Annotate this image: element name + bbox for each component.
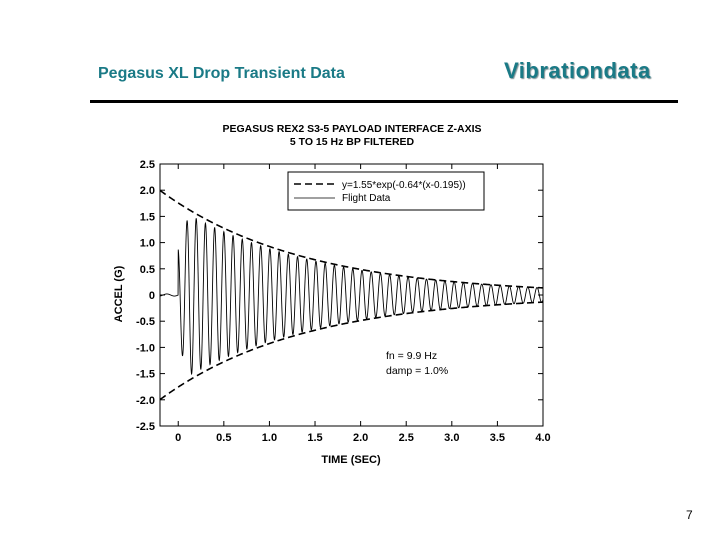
y-tick-label: -2.5: [136, 421, 155, 433]
y-tick-label: 2.5: [140, 159, 155, 171]
legend: y=1.55*exp(-0.64*(x-0.195)) Flight Data: [287, 171, 485, 211]
slide-title: Pegasus XL Drop Transient Data: [98, 65, 345, 82]
x-tick-label: 2.0: [353, 432, 368, 444]
y-tick-label: 2.0: [140, 185, 155, 197]
x-tick-label: 4.0: [535, 432, 550, 444]
x-tick-label: 2.5: [399, 432, 414, 444]
y-tick-label: -1.5: [136, 369, 155, 381]
y-tick-label: -2.0: [136, 395, 155, 407]
legend-box: [287, 171, 485, 211]
annotation-natural-frequency: fn = 9.9 Hz: [386, 350, 437, 362]
y-tick-label: 0: [149, 290, 155, 302]
y-tick-label: 1.5: [140, 211, 155, 223]
x-tick-label: 1.0: [262, 432, 277, 444]
y-tick-label: 1.0: [140, 238, 155, 250]
y-tick-label: -0.5: [136, 316, 155, 328]
y-tick-label: -1.0: [136, 342, 155, 354]
y-tick-label: 0.5: [140, 264, 155, 276]
x-tick-label: 3.5: [490, 432, 505, 444]
page-number: 7: [686, 508, 693, 522]
x-axis-label: TIME (SEC): [321, 454, 381, 466]
x-tick-label: 0: [175, 432, 181, 444]
title-divider: [90, 100, 678, 103]
chart-subtitle: 5 TO 15 Hz BP FILTERED: [290, 136, 415, 148]
annotation-damping: damp = 1.0%: [386, 365, 448, 377]
brand-logo-text: Vibrationdata: [504, 58, 651, 83]
x-tick-label: 1.5: [307, 432, 322, 444]
chart-title: PEGASUS REX2 S3-5 PAYLOAD INTERFACE Z-AX…: [222, 123, 481, 135]
x-tick-label: 3.0: [444, 432, 459, 444]
x-tick-label: 0.5: [216, 432, 231, 444]
flight-data-line: [159, 218, 544, 376]
y-axis-label: ACCEL (G): [113, 265, 125, 322]
legend-label-flight: Flight Data: [342, 193, 391, 204]
legend-label-envelope: y=1.55*exp(-0.64*(x-0.195)): [342, 180, 466, 191]
